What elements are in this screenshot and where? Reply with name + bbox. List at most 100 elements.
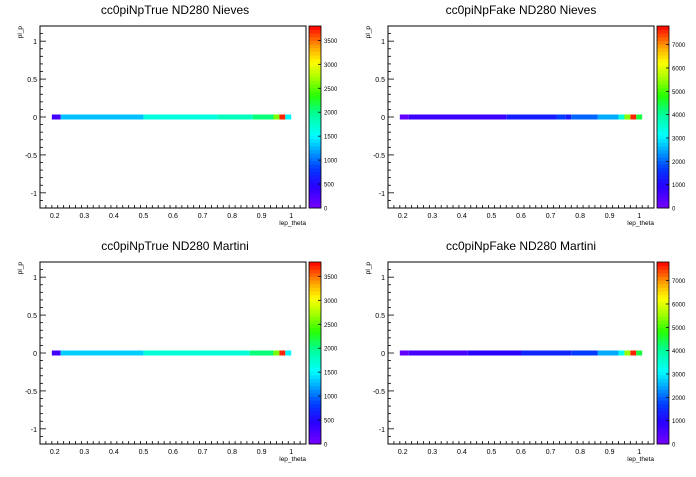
colorbar-segment (657, 47, 669, 52)
colorbar-segment (309, 106, 321, 111)
colorbar-tick-label: 3000 (672, 137, 686, 143)
colorbar-segment (657, 312, 669, 317)
heatmap-cell (273, 114, 280, 120)
heatmap-cell (571, 114, 598, 120)
panel-2: cc0piNpFake ND280 Nieves 0.2 0.3 0.4 0.5 0.6 0… (365, 3, 686, 227)
colorbar-segment (657, 102, 669, 107)
x-tick-label: 0.7 (198, 213, 208, 220)
colorbar-segment (657, 294, 669, 299)
y-tick-label: -1 (31, 191, 37, 198)
colorbar-segment (309, 142, 321, 147)
y-tick-label: 1 (33, 39, 37, 46)
colorbar-tick-label: 0 (672, 443, 676, 449)
colorbar-segment (657, 66, 669, 71)
colorbar-segment (657, 142, 669, 147)
colorbar-frame (656, 25, 670, 209)
colorbar-segment (657, 342, 669, 347)
x-tick-label: 0.2 (50, 449, 60, 456)
colorbar-segment (657, 338, 669, 343)
colorbar-segment (309, 272, 321, 277)
colorbar-segment (309, 51, 321, 56)
x-tick-label: 0.6 (516, 449, 526, 456)
colorbar-segment (309, 95, 321, 100)
colorbar-segment (657, 36, 669, 41)
y-axis-label: pl_p (17, 262, 24, 275)
colorbar-segment (309, 418, 321, 423)
colorbar-segment (309, 117, 321, 122)
colorbar-segment (309, 433, 321, 438)
colorbar-segment (657, 276, 669, 281)
colorbar-segment (309, 109, 321, 114)
colorbar-segment (657, 374, 669, 379)
colorbar-segment (657, 262, 669, 267)
x-tick-label: 1 (637, 449, 641, 456)
panel-4: cc0piNpFake ND280 Martini 0.2 0.3 0.4 0.5 0.6… (365, 239, 686, 463)
colorbar-segment (657, 407, 669, 412)
colorbar-segment (309, 197, 321, 202)
colorbar-segment (657, 389, 669, 394)
colorbar-segment (657, 272, 669, 277)
colorbar-segment (657, 189, 669, 194)
heatmap-cell (51, 350, 61, 356)
heatmap-cell (408, 114, 507, 120)
colorbar-segment (657, 309, 669, 314)
y-tick-label: 0.5 (375, 313, 385, 320)
panel-title: cc0piNpTrue ND280 Martini (101, 239, 249, 253)
colorbar-segment (309, 334, 321, 339)
colorbar-segment (309, 149, 321, 154)
x-tick-label: 0.6 (168, 213, 178, 220)
colorbar-segment (309, 294, 321, 299)
heatmap-cell (506, 114, 557, 120)
colorbar-segment (657, 305, 669, 310)
x-tick-label: 0.8 (575, 449, 585, 456)
heatmap-cell (252, 114, 274, 120)
colorbar-tick-label: 4000 (672, 113, 686, 119)
colorbar-tick-label: 2000 (672, 396, 686, 402)
colorbar-segment (309, 127, 321, 132)
colorbar-segment (309, 280, 321, 285)
colorbar-segment (657, 149, 669, 154)
colorbar-segment (309, 44, 321, 49)
colorbar-segment (309, 393, 321, 398)
colorbar-segment (309, 55, 321, 60)
x-tick-label: 0.7 (546, 213, 556, 220)
y-axis-label: pl_p (365, 262, 372, 275)
panel-title: cc0piNpFake ND280 Martini (446, 239, 596, 253)
colorbar-segment (309, 338, 321, 343)
colorbar-segment (657, 95, 669, 100)
colorbar-segment (657, 440, 669, 445)
colorbar-segment (657, 302, 669, 307)
x-tick-label: 0.5 (139, 213, 149, 220)
colorbar-segment (309, 73, 321, 78)
colorbar-segment (657, 76, 669, 81)
colorbar-tick-label: 1000 (324, 395, 338, 401)
colorbar-segment (309, 414, 321, 419)
colorbar-segment (657, 291, 669, 296)
colorbar-segment (657, 320, 669, 325)
colorbar-segment (309, 62, 321, 67)
colorbar-segment (309, 291, 321, 296)
colorbar-segment (309, 422, 321, 427)
heatmap-cell (467, 350, 521, 356)
colorbar-segment (657, 73, 669, 78)
heatmap-cell (279, 114, 286, 120)
colorbar-segment (309, 33, 321, 38)
colorbar-segment (309, 327, 321, 332)
colorbar-segment (309, 124, 321, 129)
colorbar-segment (657, 62, 669, 67)
x-tick-label: 0.2 (398, 449, 408, 456)
y-axis-label: pl_p (17, 26, 24, 39)
colorbar-segment (309, 167, 321, 172)
y-tick-label: -1 (379, 191, 385, 198)
colorbar-segment (657, 403, 669, 408)
colorbar-segment (309, 371, 321, 376)
colorbar-segment (657, 138, 669, 143)
colorbar-tick-label: 1500 (324, 371, 338, 377)
y-tick-label: -1 (379, 427, 385, 434)
colorbar-segment (309, 80, 321, 85)
colorbar-segment (657, 171, 669, 176)
colorbar-segment (657, 316, 669, 321)
x-tick-label: 0.4 (457, 449, 467, 456)
heatmap-cell (597, 350, 619, 356)
